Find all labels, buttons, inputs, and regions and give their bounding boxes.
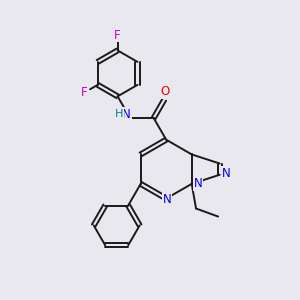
Text: F: F [114, 28, 121, 42]
Text: N: N [194, 177, 203, 190]
Text: H: H [115, 110, 123, 119]
Text: O: O [160, 85, 170, 98]
Text: F: F [80, 86, 87, 100]
Text: N: N [162, 193, 171, 206]
Text: N: N [222, 167, 231, 180]
Text: N: N [122, 108, 131, 121]
